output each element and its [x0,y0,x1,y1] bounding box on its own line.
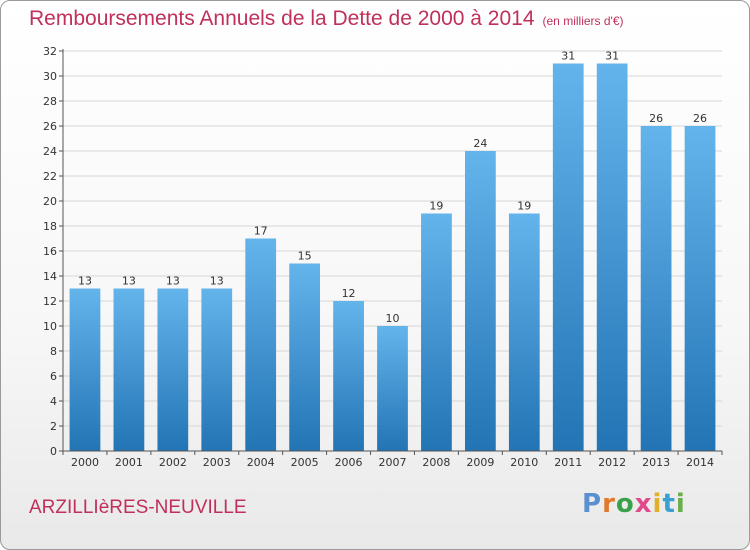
y-tick-label: 12 [43,295,57,308]
labels: 0246810121416182022242628303213200013200… [43,45,714,469]
x-tick-label: 2004 [247,456,275,469]
bar-2005 [289,263,321,451]
proxiti-logo[interactable]: Proxiti [582,489,686,519]
bar-2010 [508,213,540,451]
y-tick-label: 4 [50,395,57,408]
bars [69,63,716,451]
x-tick-label: 2003 [203,456,231,469]
x-tick-label: 2002 [159,456,187,469]
y-tick-label: 8 [50,345,57,358]
y-tick-label: 2 [50,420,57,433]
x-tick-label: 2013 [642,456,670,469]
x-tick-label: 2001 [115,456,143,469]
value-label-2013: 26 [649,112,663,125]
value-label-2008: 19 [429,200,443,213]
y-tick-label: 14 [43,270,57,283]
logo-letter: o [615,489,635,519]
value-label-2014: 26 [693,112,707,125]
y-tick-label: 22 [43,170,57,183]
x-tick-label: 2008 [422,456,450,469]
x-tick-label: 2000 [71,456,99,469]
value-label-2006: 12 [342,287,356,300]
y-tick-label: 18 [43,220,57,233]
value-label-2003: 13 [210,275,224,288]
x-tick-label: 2011 [554,456,582,469]
logo-letter: x [634,489,653,519]
bar-2014 [684,126,716,451]
value-label-2000: 13 [78,275,92,288]
value-label-2011: 31 [561,50,575,63]
value-label-2001: 13 [122,275,136,288]
y-tick-label: 20 [43,195,57,208]
bar-2008 [421,213,452,451]
bar-2009 [464,151,496,451]
y-tick-label: 0 [50,445,57,458]
value-label-2009: 24 [473,137,487,150]
y-tick-label: 6 [50,370,57,383]
bar-2000 [69,288,101,451]
chart-title: Remboursements Annuels de la Dette de 20… [29,7,624,30]
value-label-2004: 17 [254,225,268,238]
bar-2001 [113,288,145,451]
axes [59,49,723,455]
y-tick-label: 26 [43,120,57,133]
x-tick-label: 2007 [379,456,407,469]
bar-2011 [552,63,584,451]
value-label-2010: 19 [517,200,531,213]
y-tick-label: 32 [43,45,57,58]
value-label-2002: 13 [166,275,180,288]
value-label-2005: 15 [298,250,312,263]
bar-2002 [157,288,189,451]
place-name: ARZILLIèRES-NEUVILLE [29,497,247,518]
y-tick-label: 16 [43,245,57,258]
logo-letter: t [662,489,676,519]
x-tick-label: 2006 [335,456,363,469]
x-tick-label: 2009 [466,456,494,469]
y-tick-label: 30 [43,70,57,83]
bar-2004 [245,238,277,451]
y-tick-label: 28 [43,95,57,108]
bar-2012 [596,63,628,451]
y-tick-label: 24 [43,145,57,158]
bar-2013 [640,126,672,451]
value-label-2007: 10 [386,312,400,325]
x-tick-label: 2005 [291,456,319,469]
bar-2003 [201,288,233,451]
logo-letter: i [652,489,663,519]
y-tick-label: 10 [43,320,57,333]
logo-letter: r [602,489,616,519]
x-tick-label: 2012 [598,456,626,469]
x-tick-label: 2014 [686,456,714,469]
logo-letter: P [582,489,603,519]
bar-2007 [377,326,408,451]
x-tick-label: 2010 [510,456,538,469]
value-label-2012: 31 [605,50,619,63]
bar-2006 [333,301,364,451]
chart-subtitle: (en milliers d'€) [542,14,624,28]
logo-letter: i [675,489,686,519]
